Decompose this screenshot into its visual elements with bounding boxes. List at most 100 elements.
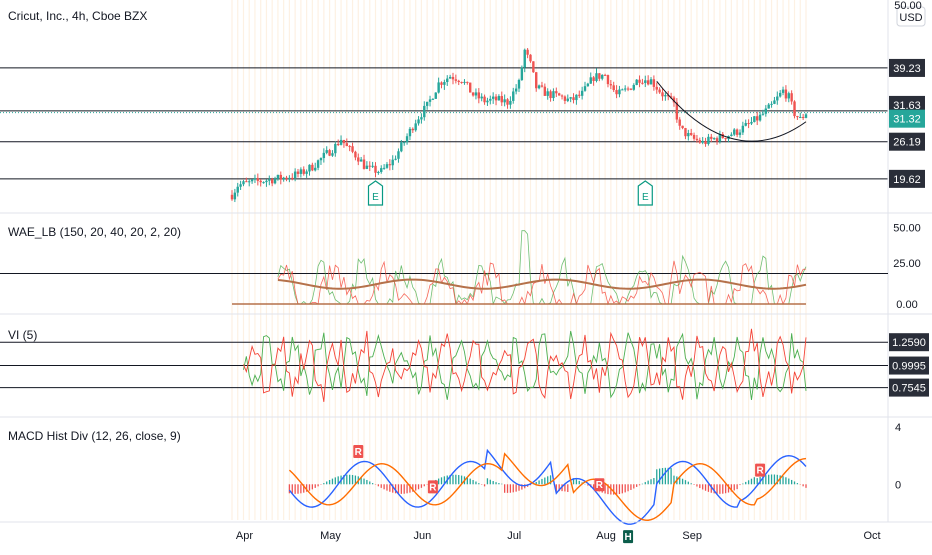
candle-body <box>359 159 363 162</box>
vi-level-tag-bg <box>889 378 929 397</box>
candle-body <box>451 76 455 80</box>
currency-box[interactable] <box>896 6 926 27</box>
candle-body <box>529 54 532 62</box>
candle-body <box>480 96 483 99</box>
candle-body <box>282 177 285 180</box>
candle-body <box>437 82 440 93</box>
candle-body <box>236 186 239 193</box>
candle-body <box>388 164 392 166</box>
candle-body <box>764 108 768 114</box>
candle-body <box>454 79 458 81</box>
candle-body <box>371 165 374 167</box>
candle-body <box>733 129 736 135</box>
candle-body <box>506 99 509 105</box>
candle-body <box>612 85 615 91</box>
candle-body <box>296 171 300 174</box>
vi-series <box>243 328 807 402</box>
candle-body <box>434 92 437 99</box>
candle-body <box>483 96 486 103</box>
candle-body <box>532 61 535 73</box>
candle-body <box>314 167 317 171</box>
vi-level-tag: 0.9995 <box>892 361 926 373</box>
candle-body <box>408 128 412 137</box>
wae-tick-label: 50.00 <box>893 223 921 235</box>
candle-body <box>655 86 658 90</box>
candle-body <box>334 143 337 154</box>
time-axis[interactable]: Apr May Jun Jul Aug Sep Oct <box>0 521 932 542</box>
candle-body <box>767 104 770 109</box>
candle-body <box>578 94 581 96</box>
candle-body <box>793 101 796 117</box>
vi-level-tag: 1.2590 <box>892 337 926 349</box>
candle-body <box>520 67 524 80</box>
candle-body <box>328 150 331 156</box>
candle-body <box>265 180 268 183</box>
level-tag: 31.63 <box>893 100 921 112</box>
candle-body <box>718 134 722 142</box>
price-tick-label: 50.00 <box>894 0 922 12</box>
candle-body <box>644 80 647 83</box>
candle-body <box>405 136 409 143</box>
candle-body <box>471 92 475 96</box>
candle-body <box>698 140 702 143</box>
candle-body <box>382 167 386 169</box>
candle-body <box>549 91 552 99</box>
wae-explosion-line <box>277 278 807 290</box>
candle-body <box>489 98 492 101</box>
candle-body <box>302 169 305 174</box>
candle-body <box>595 73 598 81</box>
candle-body <box>305 171 308 174</box>
macd-tick-label: 0 <box>895 479 901 491</box>
time-axis-label: Sep <box>682 530 702 542</box>
candle-body <box>678 119 681 126</box>
candle-body <box>569 97 572 99</box>
candle-body <box>747 123 750 125</box>
candle-body <box>311 164 314 171</box>
divergence-label-bg <box>755 463 766 477</box>
vi-pane[interactable]: VI (5) <box>0 328 888 402</box>
candle-body <box>667 95 670 97</box>
candle-body <box>417 119 420 124</box>
candle-body <box>537 85 541 89</box>
candle-body <box>801 117 805 119</box>
price-axis[interactable]: USD 50.00 39.23 31.63 31.32 26.19 19.62 50.00 2… <box>889 0 929 491</box>
candle-body <box>463 81 466 83</box>
time-axis-label: Apr <box>236 530 253 542</box>
candle-body <box>279 174 282 180</box>
earnings-marker <box>367 180 384 206</box>
candle-body <box>675 102 679 120</box>
candle-body <box>535 72 538 89</box>
macd-signal-line <box>288 452 807 521</box>
candle-body <box>730 134 733 136</box>
macd-pane[interactable]: R R R H R MACD Hist Div (12, 26, close, 9) <box>8 429 807 544</box>
candle-body <box>423 105 426 118</box>
candle-body <box>242 181 245 185</box>
level-tag-bg <box>889 169 925 188</box>
candle-body <box>273 178 277 184</box>
candle-body <box>632 84 635 90</box>
candle-body <box>443 82 446 85</box>
candle-body <box>293 171 297 178</box>
candle-body <box>626 88 630 90</box>
time-axis-label: Oct <box>863 530 880 542</box>
price-levels <box>0 67 888 180</box>
candle-body <box>606 75 610 85</box>
price-candles[interactable] <box>230 48 808 203</box>
candle-body <box>351 146 354 152</box>
candle-body <box>342 139 346 144</box>
candle-body <box>403 142 406 144</box>
candle-body <box>348 146 351 148</box>
candle-body <box>411 128 415 131</box>
candle-body <box>440 82 443 85</box>
divergence-label-bg <box>623 530 634 544</box>
level-tag-bg <box>889 132 925 151</box>
divergence-label: H <box>624 532 631 543</box>
wae-pane[interactable]: WAE_LB (150, 20, 40, 20, 2, 20) <box>0 225 888 306</box>
candle-body <box>580 90 584 96</box>
candle-body <box>563 96 567 101</box>
candle-body <box>526 49 529 55</box>
candle-body <box>778 92 782 97</box>
candle-body <box>509 100 512 105</box>
